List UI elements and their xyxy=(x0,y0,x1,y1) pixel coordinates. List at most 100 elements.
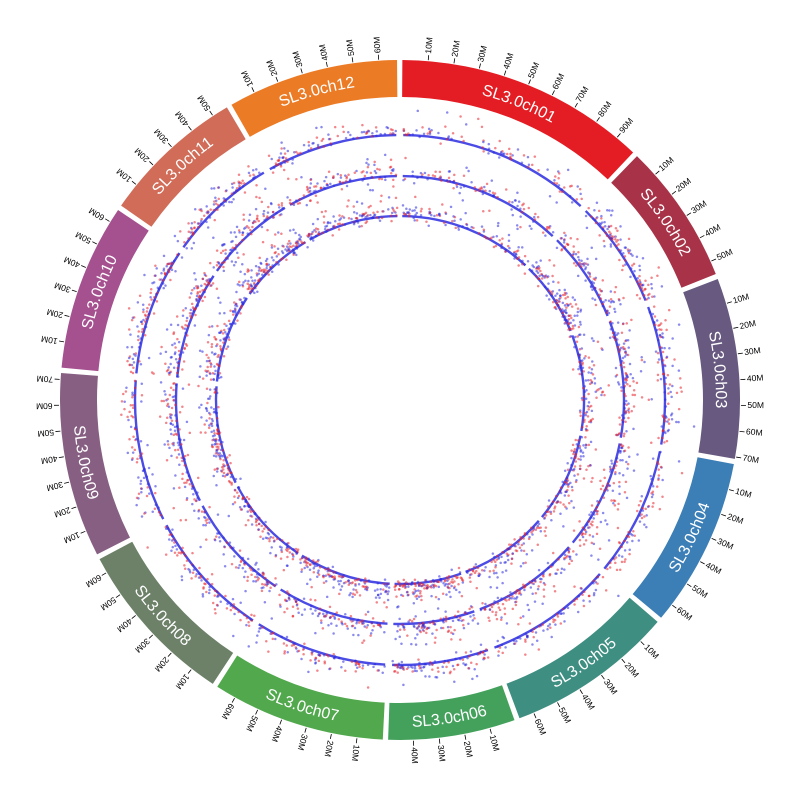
scatter-point xyxy=(534,631,538,634)
scatter-point xyxy=(238,564,241,567)
scatter-point xyxy=(338,222,342,225)
scatter-point xyxy=(275,163,278,167)
scatter-point xyxy=(632,530,635,533)
scatter-point xyxy=(528,580,532,584)
scatter-point xyxy=(557,558,560,561)
scatter-point xyxy=(643,515,646,518)
scatter-point xyxy=(373,163,376,167)
scatter-point xyxy=(544,526,548,529)
tick-label: 10M xyxy=(488,734,502,753)
scatter-point xyxy=(622,386,626,389)
scatter-point xyxy=(133,426,137,429)
scatter-point xyxy=(624,399,628,403)
scatter-point xyxy=(455,183,458,186)
scatter-point xyxy=(535,526,539,529)
tick-label: 40M xyxy=(409,747,420,764)
scatter-point xyxy=(437,585,441,589)
scatter-point xyxy=(560,236,563,240)
scatter-point xyxy=(627,251,631,255)
scatter-point xyxy=(540,272,543,276)
scatter-point xyxy=(608,336,612,339)
scatter-point xyxy=(608,209,611,212)
scatter-point xyxy=(324,567,327,571)
scatter-point xyxy=(294,600,298,603)
scatter-point xyxy=(601,575,605,579)
tick-mark xyxy=(275,76,279,82)
scatter-point xyxy=(635,255,639,259)
scatter-point xyxy=(245,495,249,499)
scatter-point xyxy=(294,231,297,235)
scatter-point xyxy=(216,513,220,516)
scatter-point xyxy=(507,147,511,151)
scatter-point xyxy=(184,554,187,557)
scatter-point xyxy=(133,386,137,390)
scatter-point xyxy=(226,463,229,467)
scatter-point xyxy=(518,589,521,592)
scatter-point xyxy=(316,560,319,563)
scatter-point xyxy=(197,576,201,579)
scatter-point xyxy=(439,577,442,581)
scatter-point xyxy=(543,529,546,533)
scatter-point xyxy=(401,204,405,207)
scatter-point xyxy=(561,480,564,484)
scatter-point xyxy=(314,194,318,198)
scatter-point xyxy=(137,345,141,349)
scatter-point xyxy=(229,323,233,326)
scatter-point xyxy=(226,473,229,476)
scatter-point xyxy=(277,203,280,207)
scatter-point xyxy=(632,427,635,431)
scatter-point xyxy=(427,173,430,177)
scatter-point xyxy=(402,129,406,132)
scatter-point xyxy=(260,524,263,528)
scatter-point xyxy=(538,577,542,581)
tick-label: 40M xyxy=(270,724,285,743)
scatter-point xyxy=(254,207,258,211)
scatter-point xyxy=(206,577,209,581)
scatter-point xyxy=(120,413,123,417)
scatter-point xyxy=(124,390,128,393)
track-baseline xyxy=(309,214,398,241)
scatter-point xyxy=(231,186,234,189)
scatter-point xyxy=(174,474,177,477)
scatter-point xyxy=(193,324,197,327)
scatter-point xyxy=(663,420,667,423)
scatter-point xyxy=(620,331,624,335)
scatter-point xyxy=(581,366,585,369)
scatter-point xyxy=(657,478,660,482)
scatter-point xyxy=(138,294,142,298)
tick-label: 30M xyxy=(152,127,171,146)
scatter-point xyxy=(283,161,287,164)
scatter-point xyxy=(153,491,157,495)
scatter-point xyxy=(366,165,370,169)
scatter-point xyxy=(659,377,663,381)
scatter-point xyxy=(679,377,682,380)
scatter-point xyxy=(522,207,526,211)
scatter-point xyxy=(606,227,609,231)
scatter-point xyxy=(208,325,211,329)
scatter-point xyxy=(488,608,492,612)
scatter-point xyxy=(143,333,147,337)
scatter-point xyxy=(590,337,594,340)
scatter-point xyxy=(351,592,355,595)
scatter-point xyxy=(586,523,589,527)
scatter-point xyxy=(165,527,168,530)
scatter-point xyxy=(216,355,219,358)
tick-mark xyxy=(255,709,259,715)
scatter-point xyxy=(458,616,462,620)
scatter-point xyxy=(280,548,283,552)
scatter-point xyxy=(587,526,590,530)
tick-mark xyxy=(58,456,64,459)
scatter-point xyxy=(473,617,476,620)
scatter-point xyxy=(516,204,519,208)
tick-mark xyxy=(188,126,192,131)
scatter-point xyxy=(566,462,569,465)
tick-mark xyxy=(616,133,621,138)
track-baseline xyxy=(465,520,540,574)
scatter-point xyxy=(582,370,585,373)
scatter-point xyxy=(415,219,419,222)
scatter-point xyxy=(558,307,562,311)
scatter-point xyxy=(593,278,597,281)
scatter-point xyxy=(473,667,476,671)
tick-mark xyxy=(686,583,692,588)
scatter-point xyxy=(526,259,530,263)
